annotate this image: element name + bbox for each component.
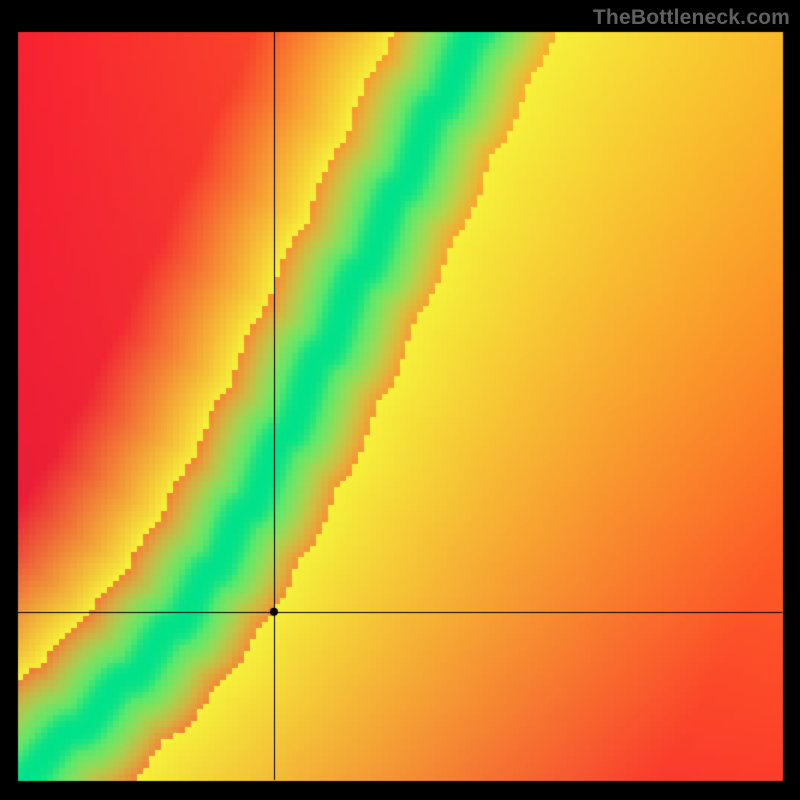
- bottleneck-heatmap: [0, 0, 800, 800]
- watermark-text: TheBottleneck.com: [593, 6, 790, 30]
